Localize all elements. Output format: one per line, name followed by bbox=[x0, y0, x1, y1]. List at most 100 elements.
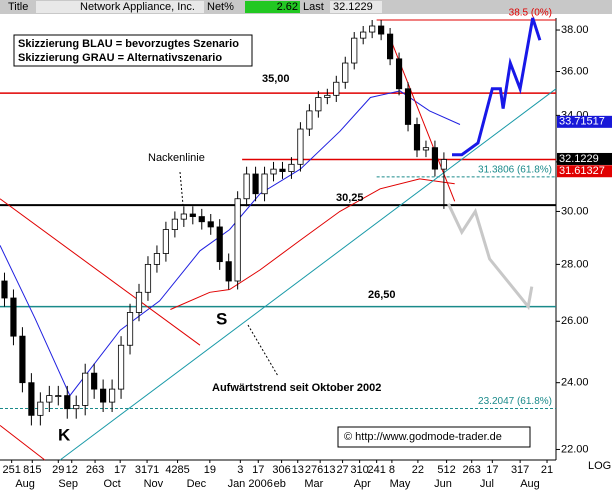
header-label: Title bbox=[8, 1, 28, 13]
x-tick-label: 13 bbox=[292, 464, 304, 476]
candle-body bbox=[91, 372, 98, 390]
scale-label: LOG bbox=[588, 460, 611, 472]
candle-body bbox=[135, 291, 143, 313]
candle-body bbox=[55, 395, 62, 397]
candle-body bbox=[234, 198, 241, 282]
x-month-label: Nov bbox=[144, 478, 164, 490]
level-label: 26,50 bbox=[368, 289, 396, 301]
candle-body bbox=[378, 25, 385, 35]
candle-body bbox=[28, 382, 35, 416]
x-tick-label: 19 bbox=[204, 464, 216, 476]
x-tick-label: 17 bbox=[486, 464, 498, 476]
x-month-label: Sep bbox=[58, 478, 78, 490]
legend-text: Skizzierung BLAU = bevorzugtes Szenario bbox=[18, 38, 239, 50]
candle-body bbox=[117, 344, 125, 390]
x-tick-label: 12 bbox=[66, 464, 78, 476]
candle-body bbox=[288, 163, 295, 172]
net-cell bbox=[245, 1, 300, 13]
price-box-label: 32.1229 bbox=[559, 153, 599, 165]
x-tick-label: 317 bbox=[511, 464, 529, 476]
candle-body bbox=[216, 226, 223, 263]
price-box-label: 31.61327 bbox=[559, 165, 605, 177]
x-tick-label: 512 bbox=[437, 464, 455, 476]
x-month-label: Jan 2006 bbox=[228, 478, 273, 490]
candle-body bbox=[82, 372, 89, 406]
x-tick-label: 29 bbox=[52, 464, 64, 476]
x-month-label: Dec bbox=[187, 478, 207, 490]
overlay-line bbox=[447, 203, 534, 311]
candle-body bbox=[64, 395, 71, 410]
annotation: Nackenlinie bbox=[148, 152, 205, 164]
header-cell bbox=[36, 1, 204, 13]
candle-body bbox=[413, 124, 421, 151]
x-tick-label: 263 bbox=[86, 464, 104, 476]
candle-body bbox=[19, 335, 26, 384]
candle-body bbox=[279, 168, 286, 172]
price-box bbox=[557, 152, 612, 165]
candle-body bbox=[431, 147, 439, 170]
overlay-line bbox=[452, 17, 542, 157]
header-name: Network Appliance, Inc. bbox=[80, 1, 195, 13]
x-month-label: eb bbox=[274, 478, 286, 490]
candle-body bbox=[37, 401, 44, 416]
candle-body bbox=[100, 388, 107, 403]
legend-text: Skizzierung GRAU = Alternativszenario bbox=[18, 52, 222, 64]
candle-body bbox=[180, 213, 187, 220]
x-tick-label: 17 bbox=[252, 464, 264, 476]
candle-body bbox=[252, 173, 259, 195]
annotation: S bbox=[216, 309, 227, 328]
copyright-box bbox=[337, 426, 531, 448]
candle-body bbox=[369, 25, 376, 33]
x-month-label: Jul bbox=[480, 478, 494, 490]
candle-body bbox=[207, 221, 214, 228]
x-tick-label: 251 bbox=[2, 464, 20, 476]
candle-body bbox=[126, 312, 134, 346]
candle-body bbox=[404, 88, 412, 125]
y-tick-label: 36.00 bbox=[561, 65, 589, 77]
x-month-label: Aug bbox=[520, 478, 540, 490]
candle-body bbox=[422, 147, 430, 151]
header-label: Net% bbox=[207, 1, 234, 13]
y-tick-label: 22.00 bbox=[561, 443, 589, 455]
overlay-line bbox=[59, 88, 557, 461]
fib-label: 31.3806 (61.8%) bbox=[478, 165, 552, 176]
y-tick-label: 26.00 bbox=[561, 315, 589, 327]
fib-label: 23.2047 (61.8%) bbox=[478, 396, 552, 407]
candle-body bbox=[360, 31, 367, 39]
candle-body bbox=[1, 280, 8, 299]
x-tick-label: 22 bbox=[412, 464, 424, 476]
x-tick-label: 815 bbox=[23, 464, 41, 476]
header-last: 32.1229 bbox=[333, 1, 373, 13]
header-label: Last bbox=[303, 1, 324, 13]
candle-body bbox=[395, 58, 403, 90]
y-tick-label: 28.00 bbox=[561, 258, 589, 270]
y-tick-label: 30.00 bbox=[561, 205, 589, 217]
x-month-label: Apr bbox=[354, 478, 371, 490]
pointer bbox=[179, 171, 184, 206]
candle-body bbox=[189, 213, 196, 217]
x-tick-label: 4285 bbox=[165, 464, 189, 476]
overlay-line bbox=[170, 178, 455, 310]
header-cell bbox=[330, 1, 382, 13]
header: Title Network Appliance, Inc. Net% 2.62 … bbox=[0, 0, 612, 14]
x-tick-label: 241 bbox=[367, 464, 385, 476]
x-month-label: Aug bbox=[15, 478, 35, 490]
candle-body bbox=[73, 405, 80, 410]
overlay-line bbox=[0, 90, 461, 397]
overlay-line bbox=[0, 425, 46, 461]
candle-body bbox=[315, 97, 322, 112]
x-tick-label: 8 bbox=[389, 464, 395, 476]
x-tick-label: 310 bbox=[350, 464, 368, 476]
candle-body bbox=[297, 128, 304, 165]
y-tick-label: 24.00 bbox=[561, 377, 589, 389]
candle-body bbox=[109, 388, 116, 403]
candle-body bbox=[144, 263, 152, 293]
candle-body bbox=[46, 395, 53, 403]
candle-body bbox=[306, 110, 313, 130]
candle-body bbox=[333, 81, 340, 96]
candle-body bbox=[342, 62, 349, 83]
candle-body bbox=[387, 33, 394, 60]
candle-body bbox=[198, 216, 205, 223]
candle-body bbox=[243, 173, 250, 200]
